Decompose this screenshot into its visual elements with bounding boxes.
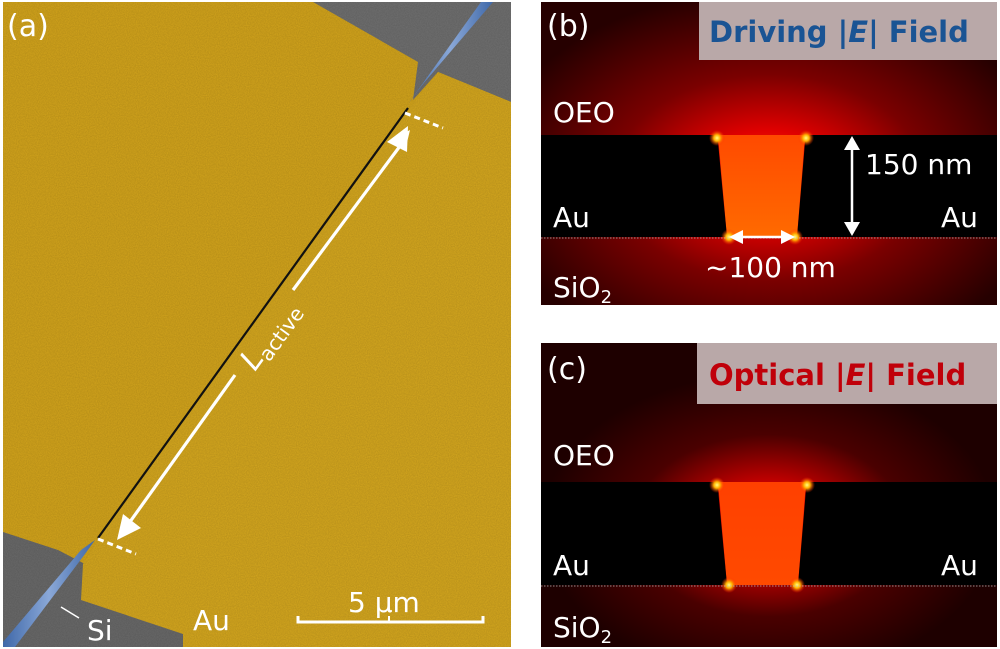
panel-b-driving-field: Driving |E| Field (b) OEO Au Au SiO2 150…: [541, 2, 997, 305]
dashed-marker-top: [404, 111, 444, 130]
panel-a-sem-image: L active (a) Si Au 5 µm: [3, 2, 511, 647]
gap-dimension-label: ~100 nm: [705, 251, 836, 284]
panel-a-label: (a): [7, 9, 49, 44]
driving-field-simulation: Driving |E| Field (b) OEO Au Au SiO2 150…: [541, 2, 997, 305]
length-arrow-lower: [125, 374, 237, 527]
au-electrode-left: [541, 135, 727, 237]
arrow-down-icon: [844, 222, 860, 236]
arrow-head-up-fill-icon: [387, 126, 408, 152]
au-label: Au: [193, 604, 230, 637]
si-waveguide-bottom: [3, 540, 95, 647]
gap-field: [718, 135, 805, 237]
sem-micrograph: L active (a) Si Au 5 µm: [3, 2, 511, 647]
oeo-label: OEO: [553, 96, 615, 129]
hotspot-icon: [709, 477, 725, 493]
arrow-right-icon: [781, 230, 795, 244]
sem-noise-texture: [3, 2, 511, 647]
arrow-head-down-icon: [117, 514, 141, 540]
si-label: Si: [87, 614, 113, 647]
oeo-label: OEO: [553, 439, 615, 472]
au-electrode-right: [797, 135, 997, 237]
optical-field-simulation: Optical |E| Field (c) OEO Au Au SiO2: [541, 343, 997, 647]
slot-gap: [97, 107, 409, 539]
hotspot-icon: [709, 130, 725, 146]
arrow-left-icon: [729, 230, 743, 244]
dashed-marker-bottom: [97, 537, 137, 556]
au-electrode-right: [798, 482, 997, 585]
panel-c-label: (c): [547, 352, 587, 387]
arrow-up-icon: [844, 136, 860, 150]
au-label-left: Au: [553, 549, 590, 582]
panel-c-optical-field: Optical |E| Field (c) OEO Au Au SiO2: [541, 343, 997, 647]
title-box: [699, 2, 997, 60]
length-arrow-upper: [291, 141, 405, 291]
hotspot-icon: [799, 477, 815, 493]
au-label-left: Au: [553, 201, 590, 234]
hotspot-icon: [798, 130, 814, 146]
si-leader-line: [60, 606, 80, 619]
scale-bar: [296, 616, 485, 624]
gap-field: [718, 482, 806, 585]
height-dimension-label: 150 nm: [865, 148, 972, 181]
title-box: [697, 343, 997, 404]
au-label-right: Au: [941, 201, 978, 234]
au-label-right: Au: [941, 549, 978, 582]
sio2-label: SiO2: [553, 611, 612, 647]
panel-b-title: Driving |E| Field: [709, 15, 969, 49]
hotspot-icon: [721, 577, 737, 593]
scale-bar-label: 5 µm: [348, 586, 420, 619]
sio2-label: SiO2: [553, 271, 612, 305]
au-electrode-left: [541, 482, 727, 585]
hotspot-icon: [789, 577, 805, 593]
panel-c-title: Optical |E| Field: [709, 358, 966, 392]
panel-b-label: (b): [547, 9, 589, 44]
